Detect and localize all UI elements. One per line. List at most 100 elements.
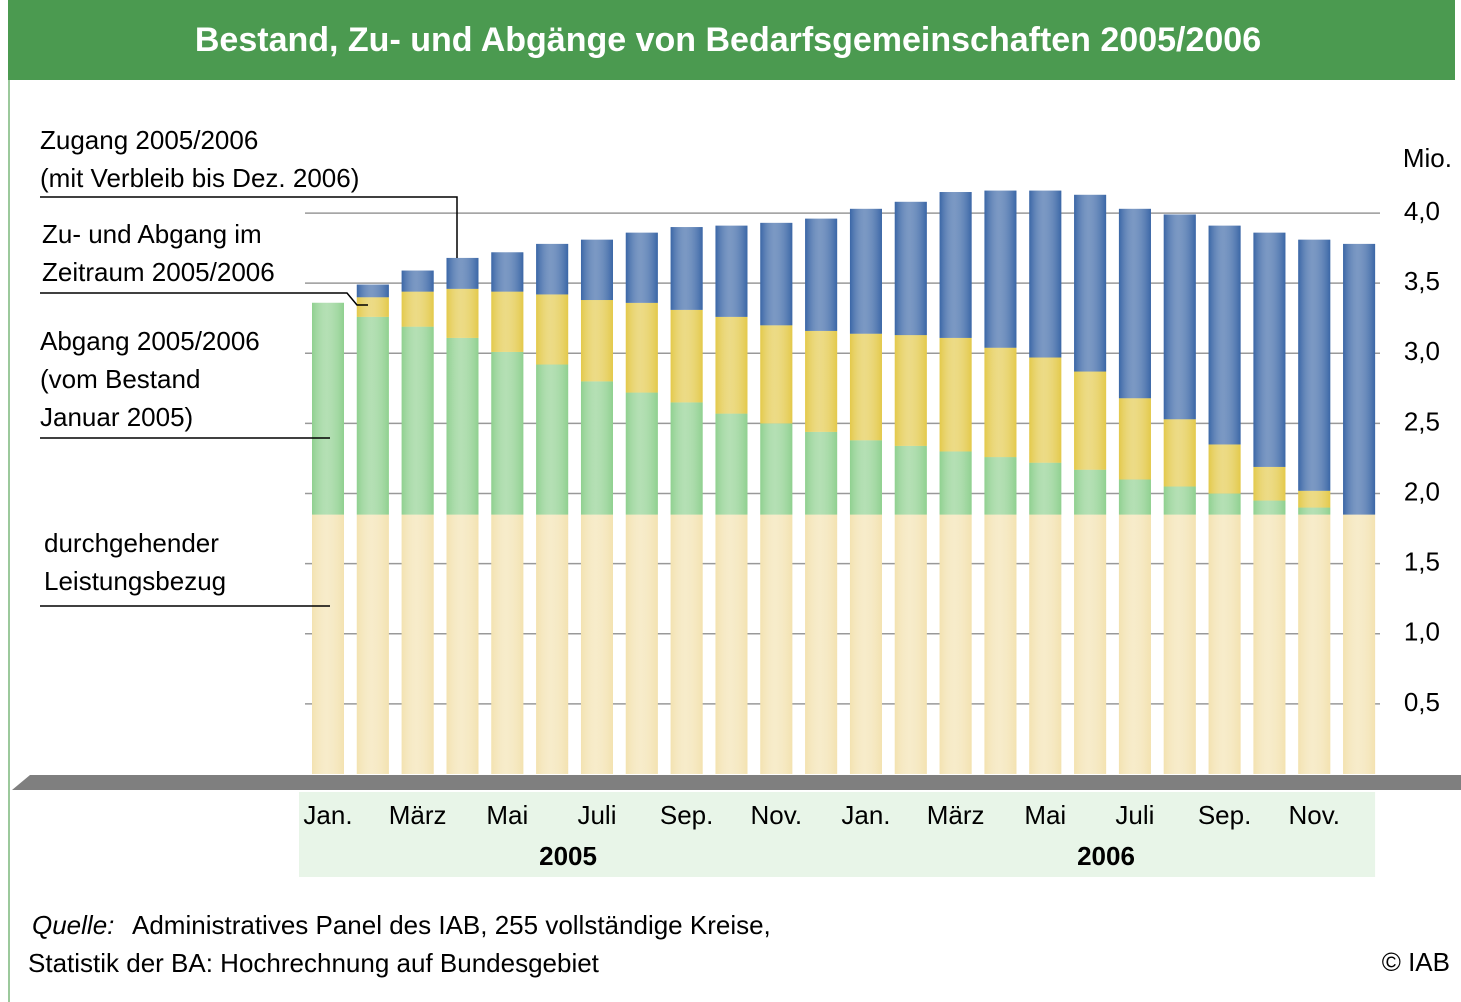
bar-shine	[1298, 490, 1331, 508]
group-band	[299, 792, 838, 877]
bar-shine	[1029, 514, 1062, 774]
bar-shine	[536, 243, 569, 295]
bar-shine	[536, 294, 569, 365]
bar-shine	[805, 514, 838, 774]
bar-shine	[1343, 243, 1376, 515]
y-tick-label: 3,0	[1404, 336, 1440, 366]
bar-shine	[625, 232, 658, 303]
bar-shine	[670, 402, 703, 515]
x-tick-label: Jan.	[303, 800, 352, 830]
x-tick-label: Juli	[1115, 800, 1154, 830]
bar-shine	[312, 302, 344, 515]
bar-shine	[849, 440, 882, 515]
bar-shine	[1163, 419, 1196, 487]
bar-shine	[1163, 486, 1196, 515]
chart-title: Bestand, Zu- und Abgänge von Bedarfsgeme…	[195, 21, 1261, 59]
y-tick-label: 0,5	[1404, 687, 1440, 717]
bar-shine	[1074, 371, 1107, 470]
bar-shine	[536, 514, 569, 774]
x-tick-label: Jan.	[841, 800, 890, 830]
leader-line	[40, 196, 458, 258]
legend-entry: Zu- und Abgang im Zeitraum 2005/2006	[42, 219, 275, 287]
bar-shine	[939, 337, 972, 452]
bar-shine	[401, 291, 434, 327]
bar-shine	[715, 413, 748, 515]
bar-shine	[1118, 479, 1151, 515]
bar-shine	[670, 514, 703, 774]
x-tick-label: Sep.	[1198, 800, 1252, 830]
bar-shine	[356, 316, 389, 515]
bar-shine	[849, 208, 882, 334]
bar-shine	[401, 326, 434, 515]
bar-shine	[1208, 225, 1241, 445]
bar-shine	[1208, 493, 1241, 515]
legend-entry: Abgang 2005/2006 (vom Bestand Januar 200…	[40, 326, 260, 432]
bar-shine	[984, 190, 1017, 348]
x-tick-label: Mai	[486, 800, 528, 830]
bar-shine	[1029, 190, 1062, 358]
y-tick-label: 4,0	[1404, 196, 1440, 226]
bar-shine	[625, 392, 658, 515]
bar-shine	[1118, 514, 1151, 774]
bar-shine	[1298, 507, 1331, 515]
bar-shine	[849, 333, 882, 441]
bar-shine	[625, 302, 658, 393]
x-tick-label: Juli	[577, 800, 616, 830]
y-axis-label: Mio.	[1403, 143, 1452, 173]
bar-shine	[805, 218, 838, 331]
bar-shine	[401, 270, 434, 292]
bar-shine	[401, 514, 434, 774]
bar-shine	[760, 325, 793, 424]
bar-shine	[580, 381, 613, 515]
bar-shine	[1208, 444, 1241, 494]
source-text: Administratives Panel des IAB, 255 volls…	[132, 910, 771, 940]
bar-shine	[984, 457, 1017, 515]
bar-shine	[1343, 514, 1376, 774]
bar-shine	[580, 239, 613, 301]
leader-line	[40, 292, 368, 306]
bar-shine	[1253, 500, 1286, 515]
floor	[12, 775, 1461, 790]
bar-shine	[580, 300, 613, 382]
bar-shine	[491, 514, 524, 774]
y-tick-label: 1,0	[1404, 617, 1440, 647]
y-tick-label: 2,5	[1404, 406, 1440, 436]
bar-shine	[939, 514, 972, 774]
bar-shine	[1298, 239, 1331, 491]
bar-shine	[894, 514, 927, 774]
bar-shine	[849, 514, 882, 774]
bar-shine	[1118, 208, 1151, 399]
bar-shine	[312, 514, 344, 774]
bar-shine	[1074, 514, 1107, 774]
bar-shine	[1074, 469, 1107, 515]
bar-shine	[1298, 514, 1331, 774]
bar-shine	[1029, 357, 1062, 463]
x-tick-label: Nov.	[751, 800, 803, 830]
bar-shine	[894, 201, 927, 336]
legend-entry: durchgehender Leistungsbezug	[44, 528, 227, 596]
group-label: 2005	[539, 841, 597, 871]
group-label: 2006	[1077, 841, 1135, 871]
bar-shine	[715, 316, 748, 414]
bar-shine	[894, 335, 927, 446]
bar-shine	[1163, 214, 1196, 420]
bar-shine	[1074, 194, 1107, 372]
bar-shine	[894, 445, 927, 515]
group-band	[836, 792, 1376, 877]
bar-shine	[760, 514, 793, 774]
bar-shine	[1208, 514, 1241, 774]
x-tick-label: Nov.	[1288, 800, 1340, 830]
bar-shine	[356, 284, 389, 298]
bar-shine	[1118, 398, 1151, 480]
bar-shine	[1253, 232, 1286, 467]
x-tick-label: Mai	[1024, 800, 1066, 830]
source-text: Statistik der BA: Hochrechnung auf Bunde…	[28, 948, 600, 978]
y-tick-label: 3,5	[1404, 266, 1440, 296]
x-tick-label: Sep.	[660, 800, 714, 830]
title-bar	[8, 0, 1455, 80]
bar-shine	[491, 291, 524, 352]
bar-shine	[446, 288, 479, 338]
y-tick-label: 1,5	[1404, 547, 1440, 577]
